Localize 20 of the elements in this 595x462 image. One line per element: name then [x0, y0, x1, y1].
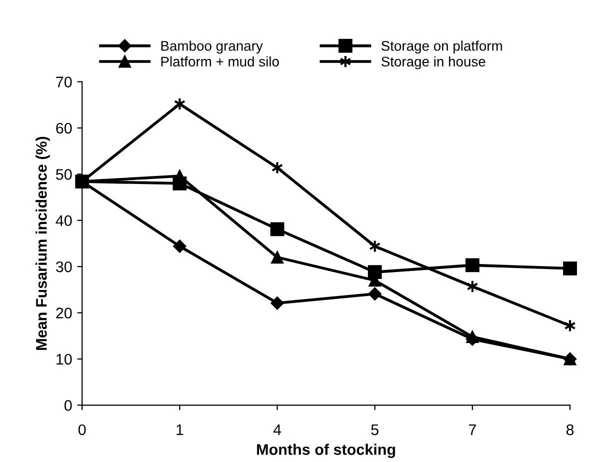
legend-label: Storage in house [381, 56, 486, 70]
x-tick-label: 0 [78, 424, 86, 436]
y-tick-label: 60 [56, 122, 72, 134]
y-tick-label: 30 [56, 261, 72, 272]
y-tick-label: 20 [56, 308, 72, 318]
x-tick-label: 5 [371, 424, 378, 436]
legend-label: Bamboo granary [161, 40, 263, 54]
x-tick-label: 4 [273, 424, 282, 435]
y-tick-label: 70 [56, 76, 72, 88]
x-tick-label: 8 [566, 424, 574, 436]
y-axis-title: Mean Fusarium incidence (%) [36, 136, 50, 350]
legend-label: Storage on platform [381, 40, 502, 54]
x-tick-label: 1 [176, 424, 184, 435]
legend-label: Platform + mud silo [161, 56, 279, 67]
y-tick-label: 10 [56, 354, 72, 365]
y-tick-label: 0 [64, 400, 72, 411]
x-tick-label: 7 [468, 424, 476, 435]
y-tick-label: 50 [56, 169, 72, 180]
y-tick-label: 40 [56, 215, 72, 226]
x-axis-title: Months of stocking [257, 444, 396, 458]
